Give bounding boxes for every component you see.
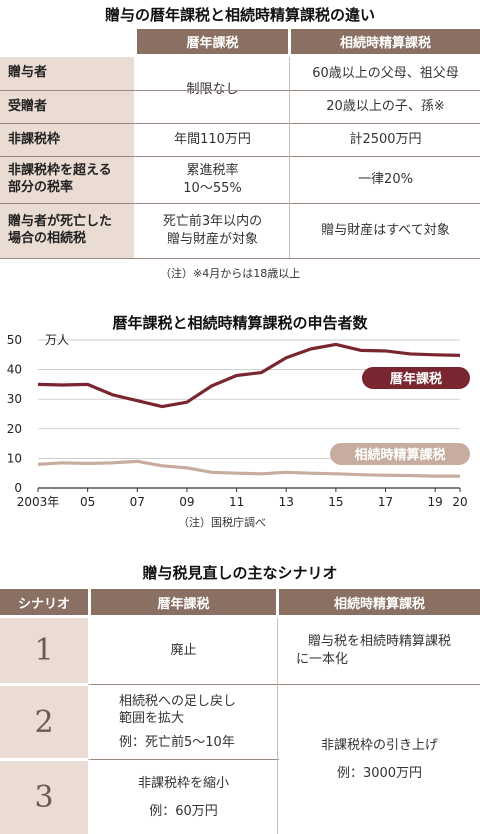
scenario1-seisan: 贈与税を相続時精算課税 に一本化 (296, 633, 451, 667)
cell-rekinen-zeiritsu: 累進税率 10〜55% (183, 163, 242, 196)
x-tick-label: 09 (179, 495, 194, 509)
series-line-0 (37, 342, 461, 409)
y-tick-label: 50 (7, 333, 22, 347)
table2-header-scenario: シナリオ (0, 589, 88, 615)
x-tick-label: 2003年 (17, 495, 60, 509)
divider (0, 258, 480, 259)
y-tick-label: 20 (7, 422, 22, 436)
scenario2-rekinen: 相続税への足し戻し 範囲を拡大 例：死亡前5〜10年 (119, 693, 237, 750)
scenario1-rekinen: 廃止 (170, 642, 197, 658)
line-chart: 0 10 20 30 40 50 万人 2003年 05 07 09 11 13 15 17 19 20 暦年課税… (7, 333, 470, 509)
cell-rekinen-hikazei: 年間110万円 (174, 132, 251, 148)
table1-header-rekinen: 暦年課税 (137, 29, 288, 54)
row-label-juzosha: 受贈者 (0, 91, 134, 123)
divider (289, 57, 290, 258)
cell-rekinen-seigen: 制限なし (186, 82, 239, 98)
series-label: 暦年課税 (390, 371, 442, 387)
y-tick-label: 40 (7, 363, 22, 377)
row-label-hikazeiwaku: 非課税枠 (0, 124, 134, 156)
cell-seisan-zeiritsu: 一律20% (358, 172, 413, 188)
x-tick-label: 17 (378, 495, 393, 509)
y-tick-label: 10 (7, 451, 22, 465)
x-tick-label: 11 (229, 495, 244, 509)
scenario3-rekinen: 非課税枠を縮小 例：60万円 (137, 775, 229, 819)
divider (88, 684, 480, 685)
divider (0, 90, 480, 91)
divider (89, 618, 90, 834)
divider (277, 618, 278, 834)
divider (0, 123, 480, 124)
x-tick-label: 15 (328, 495, 343, 509)
cell-seisan-zoyosha: 60歳以上の父母、祖父母 (312, 65, 459, 81)
x-tick-label: 20 (452, 495, 467, 509)
divider (0, 156, 480, 157)
divider (0, 203, 480, 204)
chart-title: 暦年課税と相続時精算課税の申告者数 (112, 314, 368, 332)
table1-header-souzokuji: 相続時精算課税 (291, 29, 480, 54)
y-tick-label: 0 (14, 481, 22, 495)
cell-seisan-hikazei: 計2500万円 (349, 132, 422, 148)
chart-note: （注）国税庁調べ (178, 516, 266, 529)
x-tick-label: 13 (279, 495, 294, 509)
series-label: 相続時精算課税 (354, 447, 445, 463)
table1-title: 贈与の暦年課税と相続時精算課税の違い (104, 6, 375, 24)
scenario23-seisan: 非課税枠の引き上げ 例：3000万円 (320, 738, 438, 781)
cell-seisan-juzosha: 20歳以上の子、孫※ (326, 99, 445, 115)
y-unit-label: 万人 (45, 333, 69, 347)
series-label-box (362, 367, 470, 389)
table2-title: 贈与税見直しの主なシナリオ (142, 564, 338, 582)
table2-header-souzokuji: 相続時精算課税 (279, 589, 480, 615)
cell-seisan-souzoku: 贈与財産はすべて対象 (321, 223, 450, 239)
scenario-number-3: 3 (0, 761, 88, 834)
row-label-zoyosha: 贈与者 (0, 57, 134, 90)
row-label-zeiritsu: 非課税枠を超える 部分の税率 (0, 157, 134, 203)
series-line-1 (37, 459, 460, 478)
row-label-souzokuzei: 贈与者が死亡した 場合の相続税 (0, 204, 134, 258)
y-tick-label: 30 (7, 392, 22, 406)
series-label-box (330, 443, 470, 465)
scenario-number-2: 2 (0, 686, 88, 758)
x-tick-label: 05 (80, 495, 95, 509)
scenario-number-1: 1 (0, 618, 88, 683)
x-tick-label: 19 (428, 495, 443, 509)
table1-note: （注）※4月からは18歳以上 (160, 267, 301, 280)
divider (88, 759, 279, 760)
x-tick-label: 07 (130, 495, 145, 509)
table2-header-rekinen: 暦年課税 (91, 589, 276, 615)
cell-rekinen-souzoku: 死亡前3年以内の 贈与財産が対象 (162, 214, 263, 247)
